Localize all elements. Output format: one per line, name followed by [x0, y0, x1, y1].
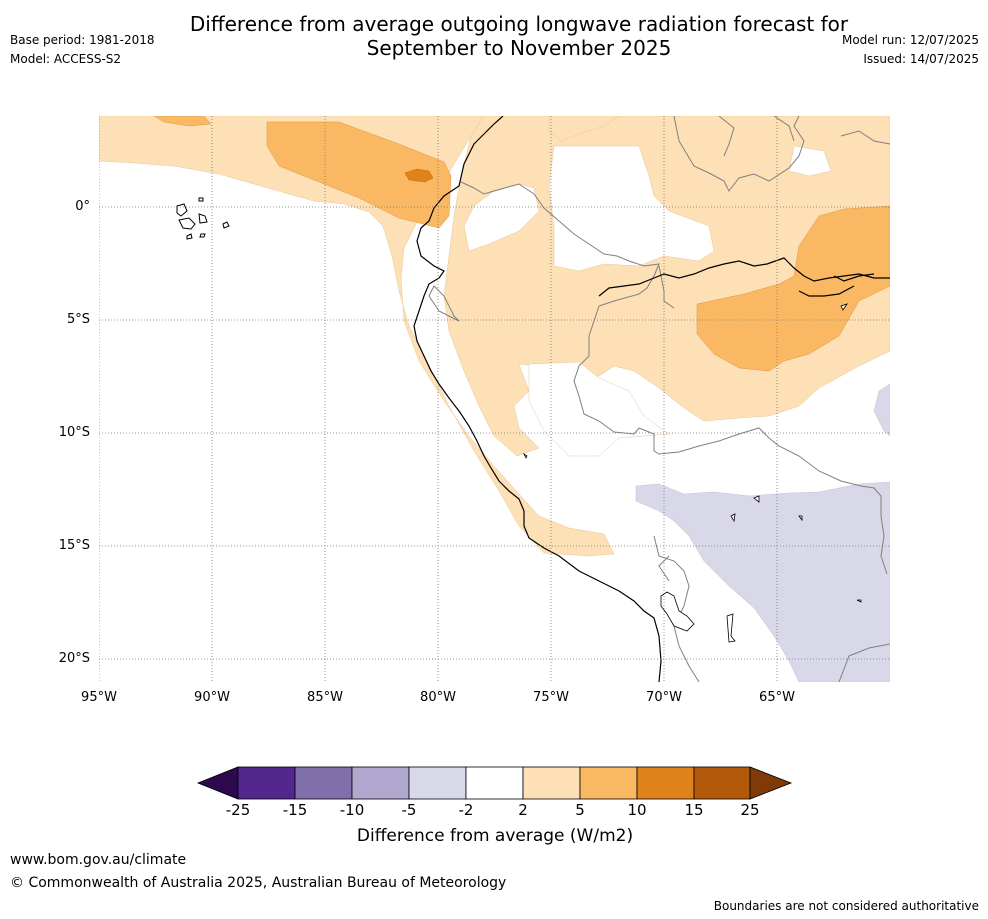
- lon-label-70w: 70°W: [646, 690, 682, 705]
- colour-bar-label-5: 5: [575, 801, 585, 819]
- anomaly-region-5-to-10-amazon: [696, 205, 890, 372]
- model-text: Model: ACCESS-S2: [10, 52, 122, 66]
- colour-bar-segment-2-to-5: [522, 766, 581, 800]
- lon-label-80w: 80°W: [420, 690, 456, 705]
- anomaly-region-2-to-5-northeast: [548, 116, 620, 142]
- colour-bar-label-minus-15: -15: [282, 801, 308, 819]
- anomaly-region-2-to-5-main: [99, 116, 615, 557]
- anomaly-region-5-to-10-top: [153, 116, 212, 127]
- issued-text: Issued: 14/07/2025: [863, 52, 979, 66]
- lon-label-90w: 90°W: [194, 690, 230, 705]
- neutral-hole-coast: [463, 183, 540, 252]
- forecast-map: [99, 116, 890, 682]
- colour-bar-label-15: 15: [684, 801, 704, 819]
- colour-bar-segment-5-to-10: [579, 766, 638, 800]
- colour-bar-segment-15-to-25: [693, 766, 751, 800]
- chart-title: Difference from average outgoing longwav…: [0, 12, 988, 60]
- anomaly-region-minus-5-to-minus-2-east: [873, 383, 890, 437]
- colour-bar-title: Difference from average (W/m2): [356, 826, 634, 846]
- colour-bar-label-2: 2: [518, 801, 528, 819]
- colour-bar-segment-10-to-15: [636, 766, 695, 800]
- lon-label-85w: 85°W: [307, 690, 343, 705]
- base-period-text: Base period: 1981-2018: [10, 33, 155, 47]
- model-run-text: Model run: 12/07/2025: [841, 33, 979, 47]
- anomaly-region-5-to-10-west: [266, 121, 452, 229]
- colour-bar-label-minus-10: -10: [339, 801, 365, 819]
- title-line-2: September to November 2025: [366, 36, 672, 60]
- colour-bar-label-25: 25: [740, 801, 760, 819]
- neutral-hole-east: [548, 145, 715, 272]
- disclaimer-text: Boundaries are not considered authoritat…: [713, 899, 979, 913]
- colour-bar-label-minus-25: -25: [225, 801, 251, 819]
- lon-label-65w: 65°W: [759, 690, 795, 705]
- colour-bar-segment-minus-2-to-2: [465, 766, 524, 800]
- colour-bar-arrow-high: [749, 766, 793, 800]
- colour-bar-arrow-low: [196, 766, 239, 800]
- anomaly-region-minus-5-to-minus-2-bolivia: [635, 481, 890, 682]
- graticule: [99, 116, 890, 682]
- colour-bar: [196, 766, 793, 800]
- anomaly-region-10-to-15: [404, 168, 434, 183]
- coastline: [413, 116, 890, 682]
- colour-bar-segment-minus-25-to-minus-15: [237, 766, 296, 800]
- lat-label-5s: 5°S: [66, 312, 90, 327]
- colour-bar-segment-minus-10-to-minus-5: [351, 766, 410, 800]
- title-line-1: Difference from average outgoing longwav…: [189, 12, 849, 36]
- lat-label-10s: 10°S: [58, 425, 90, 440]
- colour-bar-label-10: 10: [627, 801, 647, 819]
- country-borders: [428, 116, 890, 682]
- copyright-text: © Commonwealth of Australia 2025, Austra…: [10, 875, 507, 891]
- colour-bar-segment-minus-5-to-minus-2: [408, 766, 467, 800]
- colour-bar-segment-minus-15-to-minus-10: [294, 766, 353, 800]
- neutral-hole-south: [528, 361, 670, 457]
- lon-label-95w: 95°W: [81, 690, 117, 705]
- inland-lakes: [522, 303, 862, 643]
- lat-label-20s: 20°S: [58, 651, 90, 666]
- lat-label-0: 0°: [75, 199, 90, 214]
- colour-bar-label-minus-2: -2: [458, 801, 474, 819]
- galapagos-islands: [176, 197, 230, 240]
- lon-label-75w: 75°W: [533, 690, 569, 705]
- colour-bar-label-minus-5: -5: [401, 801, 417, 819]
- lat-label-15s: 15°S: [58, 538, 90, 553]
- website-link[interactable]: www.bom.gov.au/climate: [10, 852, 187, 868]
